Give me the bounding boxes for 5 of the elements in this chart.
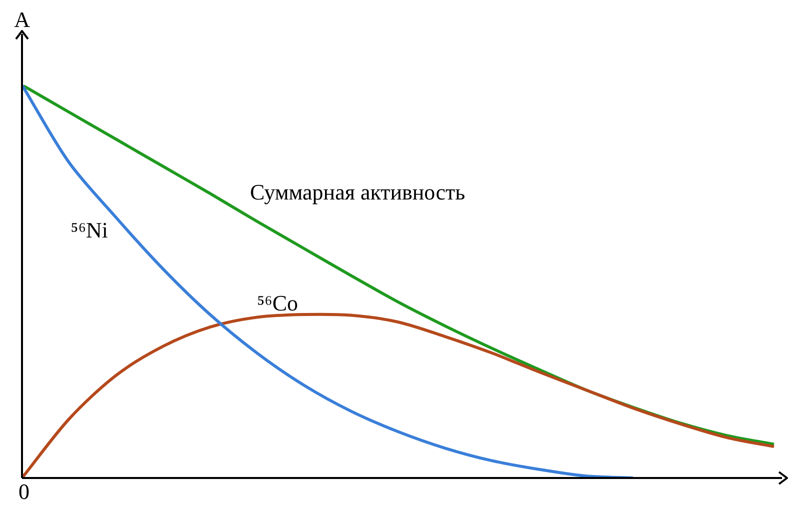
y-axis-title: A [14, 6, 30, 32]
series-label: ⁵⁶Co [256, 290, 298, 316]
text: 0 [18, 478, 30, 504]
series-label: ⁵⁶Ni [70, 217, 108, 242]
series-label: Суммарная активность [250, 179, 466, 204]
